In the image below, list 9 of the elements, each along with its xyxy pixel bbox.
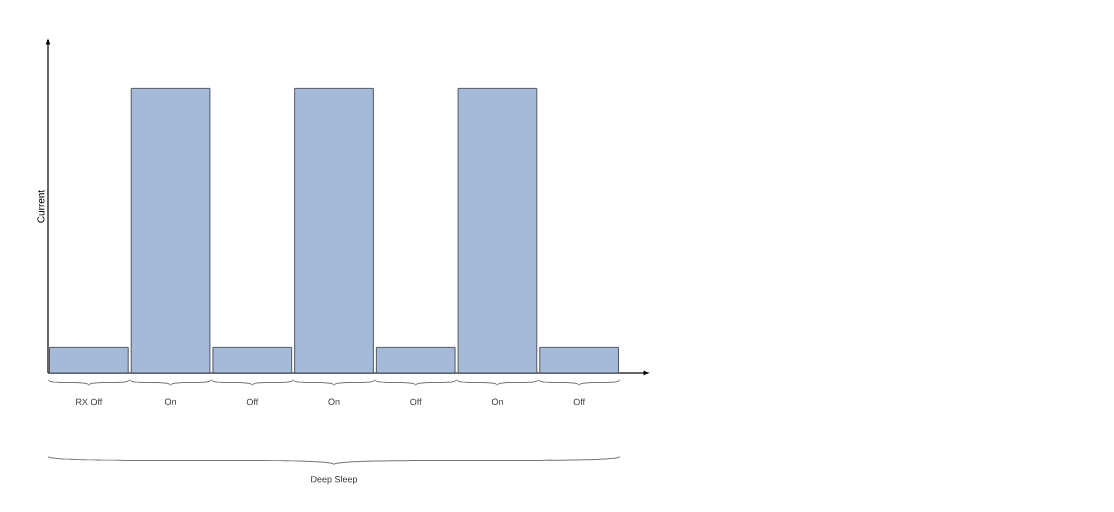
y-axis-title: Current: [37, 189, 45, 223]
x-tick-label: On: [164, 398, 176, 405]
text: Deep Sleep: [311, 475, 358, 485]
x-tick-label: RX Off: [76, 398, 103, 406]
x-tick-label: Off: [246, 398, 259, 406]
x-tick-label: On: [491, 398, 503, 405]
x-tick-label: Off: [410, 398, 422, 406]
x-tick-label: Off: [573, 398, 586, 406]
x-tick-label: On: [328, 398, 340, 405]
